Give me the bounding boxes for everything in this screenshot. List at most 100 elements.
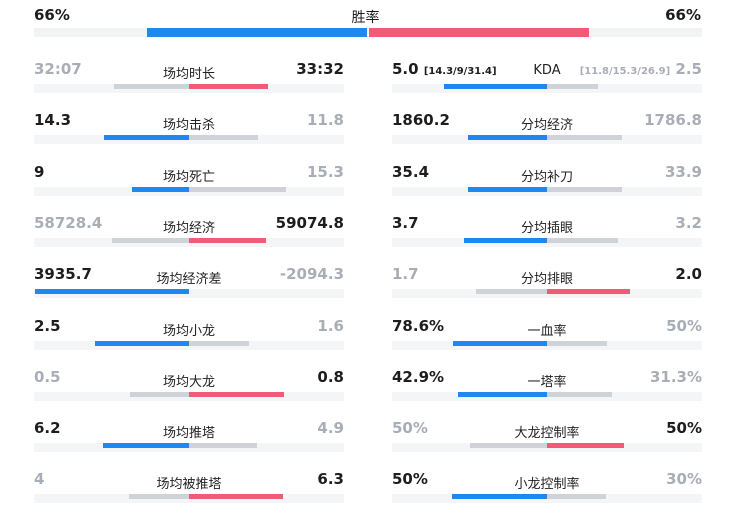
stat-left-bar (476, 289, 547, 295)
stat-right-value: 3.2 (675, 214, 702, 232)
stat-label: 大龙控制率 (514, 426, 580, 442)
stat-left-bar (463, 237, 547, 243)
stat-right-bar (547, 237, 618, 243)
stat-left-number: 32:07 (34, 60, 82, 78)
stat-left-value: 0.5 (34, 368, 61, 386)
stat-left-number: 1860.2 (392, 111, 450, 130)
stat-right-number: 59074.8 (275, 213, 344, 232)
stat-left-bar (95, 340, 189, 346)
stat-right-number: 4.9 (317, 419, 344, 438)
stat-right-bar (189, 391, 285, 397)
stat-left-number: 6.2 (34, 419, 61, 438)
stat-left-value: 3.7 (392, 214, 419, 232)
stat-label: 场均推塔 (162, 426, 215, 442)
stat-left-bar (451, 494, 547, 500)
stat-right-value: [11.8/15.3/26.9] 2.5 (580, 60, 702, 78)
win-rate-row: 66% 胜率 66% (0, 0, 731, 44)
stat-left-value: 58728.4 (34, 214, 102, 232)
stat-row: 5.0 [14.3/9/31.4] [11.8/15.3/26.9] 2.5 KDA (392, 56, 702, 100)
stat-right-value: 4.9 (317, 419, 344, 437)
stat-right-bar (189, 443, 257, 449)
stat-right-number: 50% (666, 316, 702, 335)
stat-right-value: -2094.3 (280, 265, 344, 283)
stat-left-bar (130, 391, 189, 397)
stat-right-value: 59074.8 (276, 214, 344, 232)
stat-left-bar (132, 186, 189, 192)
stat-right-value: 33:32 (296, 60, 344, 78)
stat-left-detail: [14.3/9/31.4] (423, 66, 497, 77)
stat-right-bar (189, 84, 268, 89)
stat-left-value: 42.9% (392, 368, 444, 386)
stat-left-number: 14.3 (34, 111, 72, 130)
stat-right-number: 1786.8 (644, 111, 702, 130)
stat-left-number: 35.4 (392, 162, 430, 181)
stat-right-number: 2.5 (675, 60, 702, 78)
win-rate-right-value: 66% (665, 6, 701, 24)
stat-label: 场均大龙 (162, 374, 215, 390)
stat-right-bar (547, 391, 612, 397)
stat-left-bar (453, 340, 547, 346)
stat-row: 3.7 3.2 分均插眼 (392, 210, 702, 254)
stat-right-value: 50% (666, 419, 702, 437)
win-rate-left-value: 66% (34, 6, 70, 24)
stat-label: 分均经济 (520, 118, 573, 134)
stat-left-number: 78.6% (392, 316, 445, 335)
stat-left-bar (470, 443, 547, 449)
stat-right-number: 50% (666, 419, 702, 438)
stat-right-value: 11.8 (307, 111, 344, 129)
stat-right-value: 31.3% (650, 368, 702, 386)
stat-left-value: 50% (392, 419, 428, 437)
win-rate-right-bar (369, 28, 589, 37)
stat-label: 一塔率 (527, 374, 567, 390)
stat-row: 4 6.3 场均被推塔 (34, 466, 344, 510)
win-rate-track (34, 28, 702, 37)
stat-right-value: 1.6 (317, 317, 344, 335)
stat-right-detail: [11.8/15.3/26.9] (579, 66, 671, 77)
stat-label: 场均死亡 (162, 169, 215, 185)
stat-left-number: 0.5 (34, 367, 61, 386)
stat-left-value: 3935.7 (34, 265, 92, 283)
stat-left-number: 4 (34, 470, 45, 489)
stat-right-number: 2.0 (675, 265, 702, 284)
stat-right-value: 2.0 (675, 265, 702, 283)
stat-row: 58728.4 59074.8 场均经济 (34, 210, 344, 254)
stat-right-number: 15.3 (306, 162, 344, 181)
stat-right-bar (189, 494, 283, 500)
stat-right-value: 15.3 (307, 163, 344, 181)
stat-right-bar (547, 340, 608, 346)
stat-row: 14.3 11.8 场均击杀 (34, 107, 344, 151)
stat-label: 场均小龙 (162, 323, 215, 339)
stat-left-bar (113, 84, 189, 89)
stat-row: 78.6% 50% 一血率 (392, 313, 702, 357)
stat-right-number: 33:32 (296, 60, 344, 78)
stat-row: 6.2 4.9 场均推塔 (34, 415, 344, 459)
stat-right-bar (547, 289, 631, 295)
stat-left-bar (128, 494, 189, 500)
stat-label: KDA (533, 63, 561, 78)
stat-right-bar (547, 135, 623, 141)
stat-left-value: 6.2 (34, 419, 61, 437)
stat-left-bar (468, 135, 547, 141)
stat-row: 42.9% 31.3% 一塔率 (392, 364, 702, 408)
stat-left-number: 9 (34, 162, 45, 181)
stat-left-bar (102, 443, 189, 449)
stat-right-bar (189, 340, 250, 346)
stat-right-number: 1.6 (317, 316, 344, 335)
stat-left-number: 1.7 (392, 265, 419, 284)
stat-left-number: 58728.4 (34, 213, 103, 232)
stat-right-bar (189, 135, 259, 141)
stat-left-value: 14.3 (34, 111, 71, 129)
stat-row: 50% 50% 大龙控制率 (392, 415, 702, 459)
stat-left-bar (457, 391, 547, 397)
stat-right-number: 6.3 (317, 470, 344, 489)
stat-left-bar (112, 237, 189, 243)
stat-right-number: 33.9 (664, 162, 702, 181)
stat-left-bar (468, 186, 547, 192)
stat-row: 9 15.3 场均死亡 (34, 159, 344, 203)
stat-left-number: 50% (392, 419, 428, 438)
stat-right-bar (547, 84, 598, 89)
stat-right-value: 30% (666, 470, 702, 488)
stat-right-bar (547, 494, 606, 500)
stat-right-bar (189, 237, 266, 243)
win-rate-label: 胜率 (351, 10, 380, 26)
